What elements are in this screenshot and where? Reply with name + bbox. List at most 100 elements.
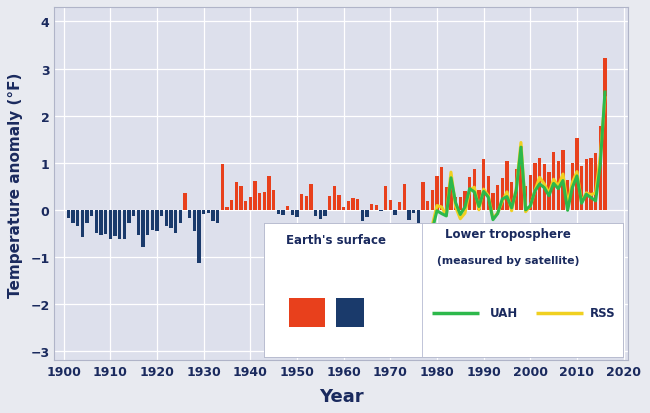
Bar bbox=[417, 210, 420, 223]
Bar bbox=[258, 194, 261, 210]
Bar bbox=[430, 190, 434, 210]
Bar bbox=[305, 196, 308, 210]
Bar bbox=[365, 210, 369, 217]
Bar bbox=[183, 193, 187, 210]
Bar bbox=[398, 202, 402, 210]
Bar bbox=[384, 187, 387, 210]
Bar bbox=[468, 178, 471, 210]
Bar bbox=[136, 210, 140, 236]
Bar bbox=[76, 210, 79, 227]
Bar bbox=[402, 185, 406, 210]
Bar bbox=[454, 197, 458, 210]
Bar bbox=[356, 199, 359, 210]
Bar bbox=[528, 176, 532, 210]
Bar bbox=[109, 210, 112, 239]
Bar bbox=[482, 159, 486, 210]
Bar bbox=[584, 159, 588, 210]
Bar bbox=[436, 176, 439, 210]
Bar bbox=[543, 164, 546, 210]
X-axis label: Year: Year bbox=[319, 387, 363, 405]
Bar bbox=[538, 159, 541, 210]
Bar bbox=[146, 210, 150, 236]
Bar bbox=[230, 201, 233, 210]
Bar bbox=[473, 169, 476, 210]
Bar bbox=[346, 202, 350, 210]
Bar bbox=[515, 169, 518, 210]
Bar bbox=[300, 195, 304, 210]
Bar bbox=[374, 206, 378, 210]
Bar bbox=[118, 210, 122, 239]
Bar bbox=[141, 210, 145, 248]
Bar bbox=[67, 210, 70, 219]
Bar bbox=[510, 182, 514, 210]
Bar bbox=[72, 210, 75, 223]
Bar bbox=[192, 210, 196, 231]
Bar bbox=[594, 154, 597, 210]
Bar bbox=[132, 210, 135, 217]
Bar bbox=[561, 151, 565, 210]
Bar bbox=[361, 210, 364, 221]
Bar bbox=[226, 207, 229, 210]
Bar bbox=[248, 197, 252, 210]
Bar bbox=[151, 210, 154, 230]
Bar bbox=[267, 176, 271, 210]
Bar bbox=[342, 207, 345, 210]
Bar bbox=[547, 172, 551, 210]
Bar bbox=[599, 127, 602, 210]
Bar bbox=[291, 210, 294, 215]
Bar bbox=[244, 202, 248, 210]
Bar bbox=[603, 59, 606, 210]
Bar bbox=[333, 187, 336, 210]
Bar bbox=[281, 210, 285, 216]
Bar bbox=[408, 210, 411, 221]
Bar bbox=[323, 210, 327, 216]
Bar bbox=[412, 210, 415, 214]
Bar bbox=[314, 210, 317, 216]
Bar bbox=[85, 210, 89, 224]
Bar bbox=[286, 206, 289, 210]
Bar bbox=[463, 192, 467, 210]
Bar bbox=[99, 210, 103, 236]
Bar bbox=[440, 168, 443, 210]
Bar bbox=[155, 210, 159, 231]
Bar bbox=[202, 210, 205, 214]
Bar bbox=[160, 210, 163, 216]
Bar bbox=[318, 210, 322, 220]
Bar bbox=[505, 161, 509, 210]
Bar bbox=[169, 210, 173, 228]
Bar bbox=[81, 210, 84, 237]
Bar bbox=[379, 210, 383, 212]
Bar bbox=[426, 202, 430, 210]
Bar bbox=[496, 186, 499, 210]
Bar bbox=[104, 210, 107, 235]
Bar bbox=[519, 147, 523, 210]
Bar bbox=[580, 167, 583, 210]
Bar bbox=[216, 210, 220, 223]
Bar bbox=[571, 163, 574, 210]
Bar bbox=[389, 201, 392, 210]
Bar bbox=[552, 153, 555, 210]
Bar bbox=[445, 187, 448, 210]
Bar bbox=[207, 210, 210, 214]
Bar bbox=[491, 194, 495, 210]
Bar bbox=[272, 190, 276, 210]
Bar bbox=[95, 210, 98, 234]
Bar bbox=[421, 183, 424, 210]
Bar bbox=[239, 187, 242, 210]
Bar bbox=[90, 210, 94, 217]
Bar bbox=[566, 180, 569, 210]
Bar bbox=[127, 210, 131, 223]
Bar bbox=[487, 176, 490, 210]
Bar bbox=[533, 163, 537, 210]
Bar bbox=[575, 138, 578, 210]
Bar bbox=[477, 190, 481, 210]
Bar bbox=[524, 186, 527, 210]
Bar bbox=[556, 161, 560, 210]
Bar bbox=[370, 205, 373, 210]
Y-axis label: Temperature anomaly (°F): Temperature anomaly (°F) bbox=[8, 72, 23, 297]
Bar bbox=[309, 185, 313, 210]
Bar bbox=[174, 210, 177, 233]
Bar bbox=[235, 183, 238, 210]
Bar bbox=[393, 210, 396, 215]
Bar bbox=[211, 210, 214, 221]
